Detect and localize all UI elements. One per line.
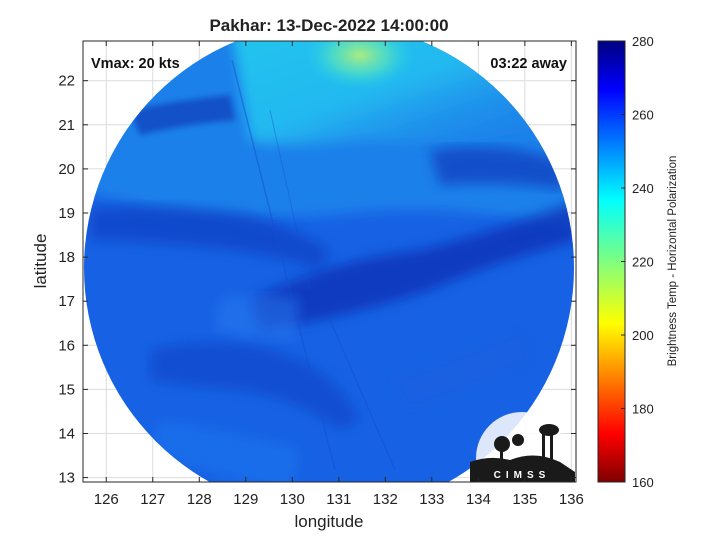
y-axis-label: latitude [31, 234, 50, 289]
cimss-logo: CIMSS [470, 412, 575, 504]
x-tick-label: 126 [94, 491, 119, 508]
colorbar-tick-label: 280 [632, 34, 654, 49]
y-tick-label: 20 [58, 161, 75, 178]
logo-text: CIMSS [494, 470, 551, 481]
y-tick-label: 18 [58, 249, 75, 266]
x-tick-label: 133 [419, 491, 444, 508]
x-tick-label: 127 [140, 491, 165, 508]
y-tick-label: 13 [58, 470, 75, 487]
colorbar [597, 40, 626, 483]
x-tick-label: 128 [187, 491, 212, 508]
colorbar-tick-label: 260 [632, 108, 654, 123]
x-tick-label: 131 [326, 491, 351, 508]
x-tick-label: 136 [559, 491, 584, 508]
axis-ticks [83, 41, 576, 482]
colorbar-tick-label: 200 [632, 328, 654, 343]
x-tick-label: 130 [280, 491, 305, 508]
x-tick-label: 134 [466, 491, 491, 508]
colorbar-tick-label: 180 [632, 402, 654, 417]
x-tick-label: 132 [373, 491, 398, 508]
x-tick-label: 135 [512, 491, 537, 508]
time-away-label: 03:22 away [490, 56, 567, 72]
colorbar-tick-label: 220 [632, 255, 654, 270]
colorbar-tick-label: 160 [632, 475, 654, 490]
y-tick-label: 22 [58, 73, 75, 90]
x-tick-labels: 126 127 128 129 130 131 132 133 134 135 136 [94, 491, 584, 508]
brightness-temperature-swath [84, 41, 574, 482]
y-tick-label: 17 [58, 293, 75, 310]
x-axis-label: longitude [294, 512, 363, 531]
map-title: Pakhar: 13-Dec-2022 14:00:00 [209, 16, 448, 35]
axes-frame [82, 40, 577, 483]
y-tick-label: 19 [58, 205, 75, 222]
vmax-label: Vmax: 20 kts [91, 56, 180, 72]
colorbar-label: Brightness Temp - Horizontal Polarizatio… [667, 156, 679, 367]
x-tick-label: 129 [233, 491, 258, 508]
y-tick-label: 16 [58, 337, 75, 354]
y-tick-labels: 13 14 15 16 17 18 19 20 21 22 [58, 73, 75, 487]
y-tick-label: 15 [58, 381, 75, 398]
y-tick-label: 21 [58, 117, 75, 134]
colorbar-ticks: 160 180 200 220 240 260 280 [621, 34, 654, 490]
colorbar-tick-label: 240 [632, 181, 654, 196]
y-tick-label: 14 [58, 425, 75, 442]
